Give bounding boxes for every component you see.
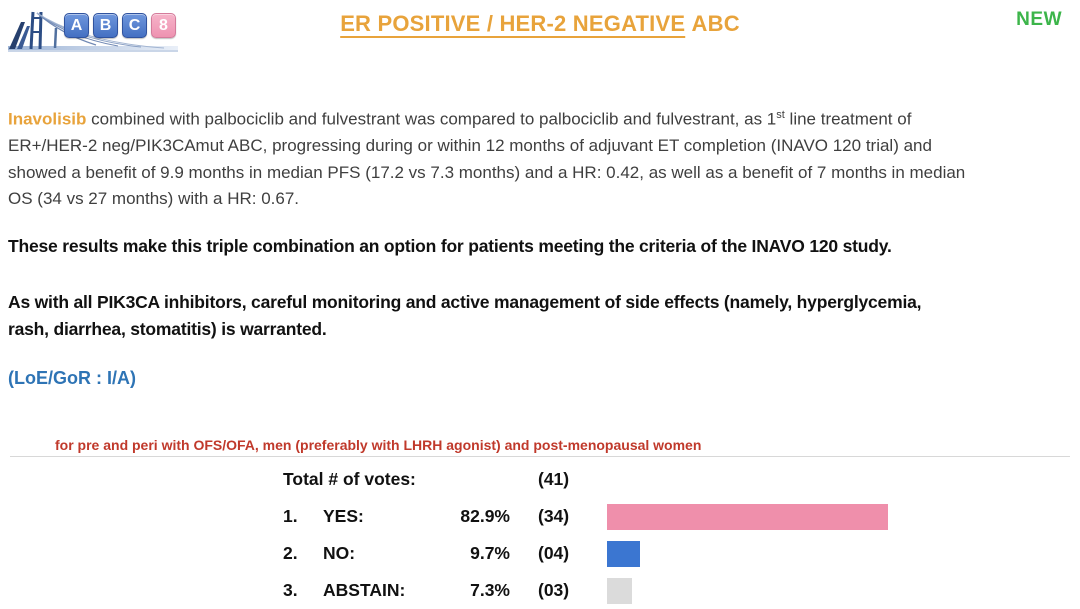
vote-bar-no [607, 540, 640, 567]
vote-row-abstain: 3. ABSTAIN: 7.3% (03) [283, 572, 1080, 609]
vote-rank: 2. [283, 543, 298, 563]
logo-letter-blocks: A B C 8 [64, 13, 176, 38]
ordinal-suffix: st [776, 109, 785, 121]
votes-total-row: Total # of votes: (41) [283, 460, 1080, 498]
votes-total-label: Total # of votes: [283, 468, 416, 489]
intro-line-4: OS (34 vs 27 months) with a HR: 0.67. [8, 189, 300, 209]
page-title: ER POSITIVE / HER-2 NEGATIVE ABC [0, 11, 1080, 37]
logo-block-c: C [122, 13, 147, 38]
page-title-underlined: ER POSITIVE / HER-2 NEGATIVE [340, 11, 686, 36]
statement-side-effects-line-2: rash, diarrhea, stomatitis) is warranted… [8, 319, 327, 339]
vote-bar-abstain [607, 577, 632, 604]
votes-total-count: (41) [538, 468, 570, 489]
vote-percent: 82.9% [460, 506, 510, 526]
statement-side-effects-line-1: As with all PIK3CA inhibitors, careful m… [8, 292, 922, 312]
statement-recommendation: These results make this triple combinati… [8, 236, 892, 256]
drug-name: Inavolisib [8, 109, 87, 129]
statement-side-effects: As with all PIK3CA inhibitors, careful m… [8, 289, 1076, 343]
abc8-logo: A B C 8 [6, 4, 181, 60]
intro-line-1-tail: line treatment of [784, 109, 912, 129]
logo-block-b: B [93, 13, 118, 38]
intro-line-3: showed a benefit of 9.9 months in median… [8, 162, 966, 182]
intro-line-1: Inavolisib combined with palbociclib and… [8, 102, 1074, 133]
intro-line-1-text: combined with palbociclib and fulvestran… [86, 109, 777, 129]
vote-percent: 7.3% [470, 580, 510, 600]
vote-percent: 9.7% [470, 543, 510, 563]
vote-row-no: 2. NO: 9.7% (04) [283, 535, 1080, 572]
section-divider [10, 456, 1070, 457]
vote-count: (34) [538, 506, 570, 526]
vote-row-yes: 1. YES: 82.9% (34) [283, 498, 1080, 535]
vote-bar-yes [607, 503, 888, 530]
vote-label: NO: [323, 543, 356, 563]
vote-rank: 3. [283, 580, 298, 600]
intro-paragraph: Inavolisib combined with palbociclib and… [8, 102, 1074, 213]
vote-count: (03) [538, 580, 570, 600]
intro-line-2: ER+/HER-2 neg/PIK3CAmut ABC, progressing… [8, 136, 932, 156]
population-note: for pre and peri with OFS/OFA, men (pref… [55, 437, 702, 453]
logo-block-8: 8 [151, 13, 176, 38]
vote-label: YES: [323, 506, 364, 526]
vote-count: (04) [538, 543, 570, 563]
voting-results: Total # of votes: (41) 1. YES: 82.9% (34… [0, 460, 1080, 609]
vote-label: ABSTAIN: [323, 580, 406, 600]
vote-rank: 1. [283, 506, 298, 526]
logo-block-a: A [64, 13, 89, 38]
new-badge: NEW [1016, 9, 1062, 30]
loe-gor-label: (LoE/GoR : I/A) [8, 368, 136, 388]
page-title-rest: ABC [685, 11, 740, 36]
